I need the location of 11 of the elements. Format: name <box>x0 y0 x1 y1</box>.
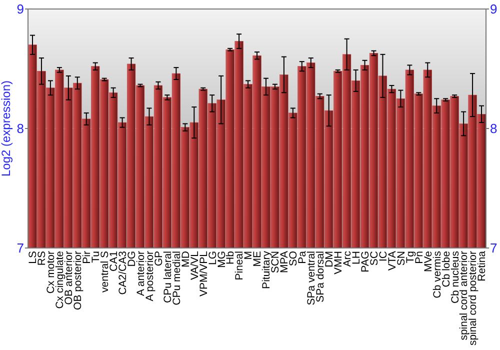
y2-tick-label: 8 <box>490 121 498 136</box>
y2-tick-label: 9 <box>490 2 498 17</box>
y-tick-label: 9 <box>16 2 24 17</box>
x-tick-label: MVe <box>422 250 434 272</box>
y-tick-label: 8 <box>16 121 24 136</box>
y2-tick-label: 7 <box>490 240 498 256</box>
y-axis-title: Log2 (expression) <box>0 80 13 177</box>
y-tick-label: 7 <box>16 240 24 256</box>
x-tick-label: RS <box>36 251 48 266</box>
x-tick-label: OB posterior <box>72 250 84 310</box>
x-tick-label: Cb lobe <box>440 250 452 288</box>
